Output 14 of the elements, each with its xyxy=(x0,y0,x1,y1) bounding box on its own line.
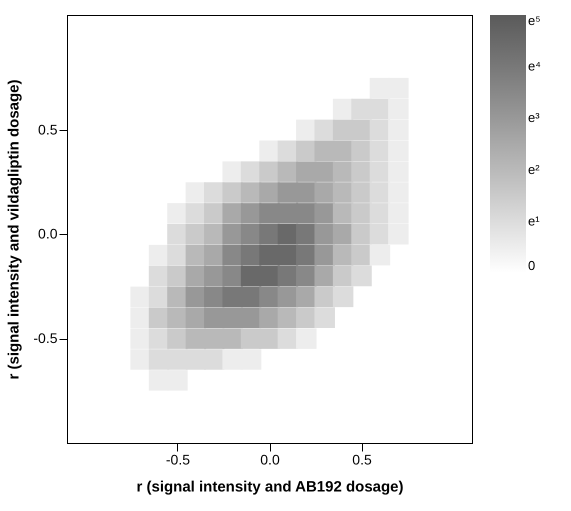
color-bar-label: 0 xyxy=(528,258,536,273)
color-bar-label: e³ xyxy=(528,110,540,126)
x-tick-label: 0.0 xyxy=(260,452,280,468)
y-tick-label: -0.5 xyxy=(33,330,58,346)
color-bar-label: e⁴ xyxy=(528,58,541,74)
y-tick-label: 0.5 xyxy=(38,121,58,138)
color-bar-label: e¹ xyxy=(528,213,540,228)
color-bar-label: e⁵ xyxy=(528,13,541,28)
y-tick-label: 0.0 xyxy=(38,226,58,242)
color-bar-label: e² xyxy=(528,162,540,177)
x-tick-label: 0.5 xyxy=(352,452,372,468)
y-axis-title: r (signal intensity and vildagliptin dosage) xyxy=(5,79,22,380)
x-axis-title: r (signal intensity and AB192 dosage) xyxy=(136,478,404,496)
x-tick-label: -0.5 xyxy=(166,452,190,468)
